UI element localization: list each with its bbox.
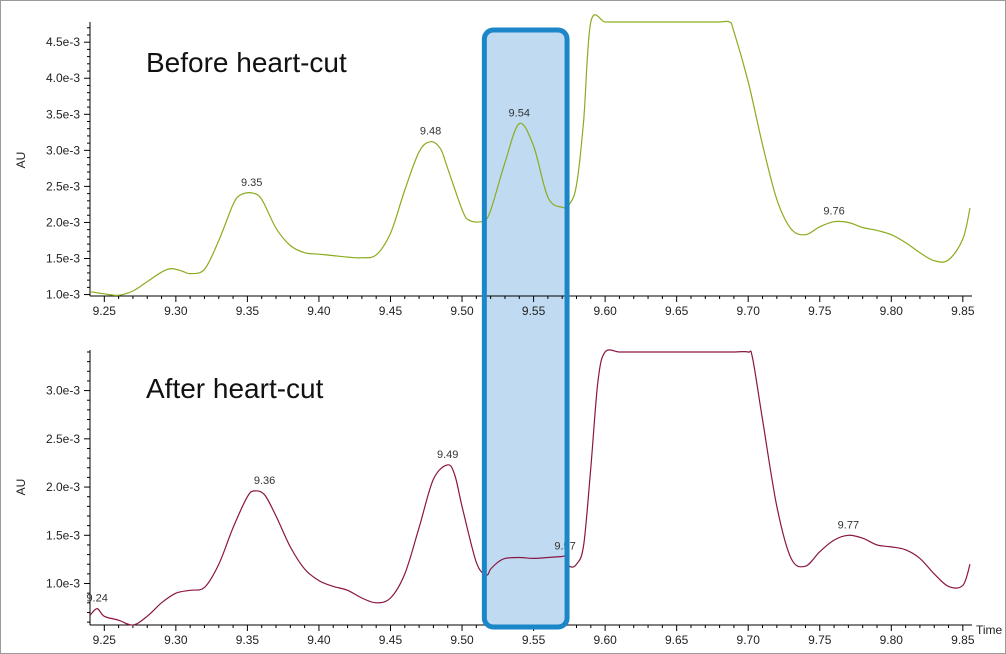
top-series (89, 14, 971, 297)
bottom-series (89, 349, 971, 626)
top-x-tick-label: 9.65 (665, 304, 689, 318)
bottom-x-axis-title: Time (976, 623, 1003, 637)
top-peak-label: 9.35 (241, 177, 262, 189)
top-x-axis: 9.25 9.30 9.35 9.40 9.45 9.50 9.55 9.60 9.65 9.70… (90, 295, 975, 318)
top-x-tick-label: 9.30 (164, 304, 188, 318)
bottom-x-tick-label: 9.60 (593, 633, 617, 647)
bottom-y-tick-label: 2.0e-3 (46, 480, 80, 494)
top-x-tick-label: 9.85 (951, 304, 975, 318)
bottom-x-axis: 9.25 9.30 9.35 9.40 9.45 9.50 9.55 9.60 9.65 9.70… (90, 624, 975, 647)
top-x-tick-label: 9.80 (880, 304, 904, 318)
top-x-tick-label: 9.35 (236, 304, 260, 318)
top-x-tick-label: 9.50 (450, 304, 474, 318)
top-y-tick-label: 1.5e-3 (46, 252, 80, 266)
bottom-panel-title: After heart-cut (146, 373, 324, 404)
top-y-tick-label: 2.5e-3 (46, 179, 80, 193)
before-heart-cut-panel: 9.25 9.30 9.35 9.40 9.45 9.50 9.55 9.60 9.65 9.70… (14, 14, 975, 318)
bottom-peak-label: 9.77 (838, 519, 859, 531)
bottom-series-line-0 (89, 349, 971, 626)
bottom-x-tick-label: 9.80 (880, 633, 904, 647)
bottom-x-tick-label: 9.30 (164, 633, 188, 647)
bottom-x-tick-label: 9.70 (737, 633, 761, 647)
bottom-y-tick-label: 3.0e-3 (46, 384, 80, 398)
top-y-axis-title: AU (14, 152, 28, 169)
bottom-x-tick-label: 9.45 (379, 633, 403, 647)
bottom-x-tick-label: 9.50 (450, 633, 474, 647)
bottom-x-tick-label: 9.40 (307, 633, 331, 647)
bottom-peak-label: 9.36 (254, 475, 275, 487)
top-x-tick-label: 9.70 (737, 304, 761, 318)
top-x-tick-label: 9.75 (808, 304, 832, 318)
top-peak-labels: 9.35 9.48 9.54 9.76 (241, 108, 845, 218)
bottom-peak-label: 9.49 (437, 449, 458, 461)
bottom-y-tick-label: 1.5e-3 (46, 528, 80, 542)
heart-cut-highlight-outline (481, 27, 570, 630)
bottom-y-axis-title: AU (14, 479, 28, 496)
top-x-tick-label: 9.45 (379, 304, 403, 318)
top-x-tick-label: 9.40 (307, 304, 331, 318)
top-x-tick-label: 9.25 (93, 304, 117, 318)
bottom-x-tick-label: 9.65 (665, 633, 689, 647)
top-peak-label: 9.48 (420, 126, 441, 138)
bottom-x-tick-label: 9.75 (808, 633, 832, 647)
top-peak-label: 9.54 (509, 108, 530, 120)
top-y-tick-label: 2.0e-3 (46, 215, 80, 229)
top-x-tick-label: 9.55 (522, 304, 546, 318)
top-y-axis: 1.0e-3 1.5e-3 2.0e-3 2.5e-3 3.0e-3 3.5e-3 4.0e… (46, 22, 91, 302)
top-y-tick-label: 4.5e-3 (46, 35, 80, 49)
top-y-tick-label: 4.0e-3 (46, 71, 80, 85)
bottom-x-tick-label: 9.85 (951, 633, 975, 647)
bottom-y-tick-label: 2.5e-3 (46, 432, 80, 446)
top-x-tick-label: 9.60 (593, 304, 617, 318)
top-panel-title: Before heart-cut (146, 47, 347, 78)
top-y-tick-label: 3.5e-3 (46, 107, 80, 121)
bottom-y-axis: 1.0e-3 1.5e-3 2.0e-3 2.5e-3 3.0e-3 (46, 350, 91, 625)
heart-cut-highlight (484, 30, 568, 627)
top-y-tick-label: 3.0e-3 (46, 143, 80, 157)
top-peak-label: 9.76 (823, 206, 844, 218)
heart-cut-highlight-fill (484, 30, 568, 627)
after-heart-cut-panel: 9.25 9.30 9.35 9.40 9.45 9.50 9.55 9.60 9.65 9.70… (14, 349, 1003, 647)
top-series-line-0 (89, 14, 971, 297)
bottom-y-tick-label: 1.0e-3 (46, 577, 80, 591)
bottom-peak-label: 9.24 (86, 593, 107, 605)
bottom-x-tick-label: 9.35 (236, 633, 260, 647)
bottom-x-tick-label: 9.25 (93, 633, 117, 647)
bottom-x-tick-label: 9.55 (522, 633, 546, 647)
top-y-tick-label: 1.0e-3 (46, 288, 80, 302)
